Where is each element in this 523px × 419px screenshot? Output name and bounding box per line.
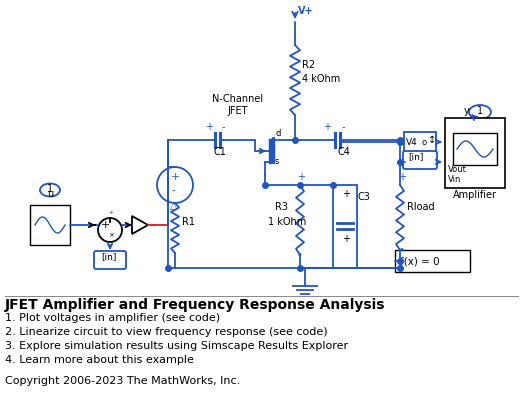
Text: Amplifier: Amplifier xyxy=(453,190,497,200)
Text: •: • xyxy=(297,250,303,260)
Text: +: + xyxy=(101,220,110,230)
Text: 1: 1 xyxy=(477,106,483,116)
Bar xyxy=(404,132,436,152)
Text: 4 kOhm: 4 kOhm xyxy=(302,74,340,84)
Text: R1: R1 xyxy=(182,217,195,227)
Text: V4: V4 xyxy=(406,138,418,147)
Text: 1 kOhm: 1 kOhm xyxy=(268,217,306,227)
Text: R2: R2 xyxy=(302,60,315,70)
Text: C3: C3 xyxy=(358,192,371,202)
Text: o: o xyxy=(421,138,426,147)
Text: d: d xyxy=(275,129,280,138)
Bar xyxy=(453,133,497,165)
Text: [in]: [in] xyxy=(408,152,424,161)
Text: 1: 1 xyxy=(47,184,53,194)
Bar xyxy=(30,205,70,245)
Text: ↕: ↕ xyxy=(428,135,436,145)
Text: 4. Learn more about this example: 4. Learn more about this example xyxy=(5,355,194,365)
Text: Vin: Vin xyxy=(448,175,461,184)
Text: ×: × xyxy=(108,232,114,238)
Bar xyxy=(395,250,470,272)
Bar xyxy=(445,118,505,188)
Text: ÷: ÷ xyxy=(108,209,112,214)
Text: C1: C1 xyxy=(213,147,226,157)
Bar xyxy=(333,185,357,268)
Text: C4: C4 xyxy=(338,147,351,157)
Text: [in]: [in] xyxy=(101,252,117,261)
Text: Copyright 2006-2023 The MathWorks, Inc.: Copyright 2006-2023 The MathWorks, Inc. xyxy=(5,376,240,386)
Text: 3. Explore simulation results using Simscape Results Explorer: 3. Explore simulation results using Sims… xyxy=(5,341,348,351)
Text: JFET: JFET xyxy=(228,106,248,116)
Text: JFET Amplifier and Frequency Response Analysis: JFET Amplifier and Frequency Response An… xyxy=(5,298,385,312)
Text: y: y xyxy=(464,106,470,116)
Text: +: + xyxy=(342,234,350,244)
Text: -: - xyxy=(342,122,346,132)
Text: +: + xyxy=(297,172,305,182)
Text: +: + xyxy=(171,172,180,182)
Text: N-Channel: N-Channel xyxy=(212,94,264,104)
Text: -: - xyxy=(172,185,176,195)
Text: 1. Plot voltages in amplifier (see code): 1. Plot voltages in amplifier (see code) xyxy=(5,313,220,323)
Text: Rload: Rload xyxy=(407,202,435,212)
Text: 2. Linearize circuit to view frequency response (see code): 2. Linearize circuit to view frequency r… xyxy=(5,327,327,337)
Text: +: + xyxy=(342,189,350,199)
Text: -: - xyxy=(222,122,225,132)
Text: •: • xyxy=(398,245,404,255)
FancyBboxPatch shape xyxy=(403,151,437,169)
Text: V+: V+ xyxy=(298,6,314,16)
Text: u: u xyxy=(47,189,53,199)
Text: s: s xyxy=(275,157,279,166)
Text: +: + xyxy=(205,122,213,132)
Text: +: + xyxy=(398,172,406,182)
Text: △: △ xyxy=(170,201,177,211)
Text: f(x) = 0: f(x) = 0 xyxy=(400,257,440,267)
Text: Vout: Vout xyxy=(448,165,467,174)
Text: R3: R3 xyxy=(275,202,288,212)
FancyBboxPatch shape xyxy=(94,251,126,269)
Text: +: + xyxy=(323,122,331,132)
